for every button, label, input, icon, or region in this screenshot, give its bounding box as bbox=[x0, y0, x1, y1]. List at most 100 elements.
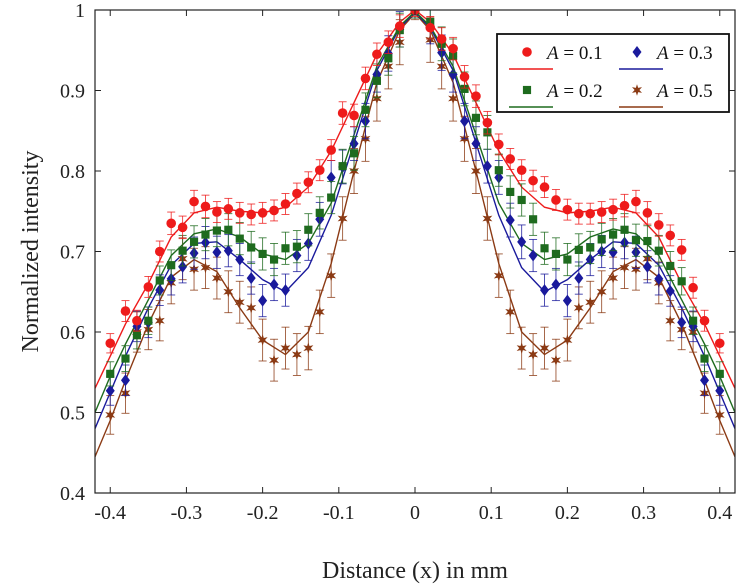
data-point bbox=[143, 282, 154, 292]
data-point bbox=[666, 261, 675, 271]
legend-entry-0-1: A = 0.1 bbox=[509, 43, 603, 70]
data-point bbox=[677, 277, 686, 286]
data-point bbox=[494, 166, 503, 175]
data-point bbox=[539, 182, 550, 192]
data-point bbox=[200, 201, 211, 212]
y-tick-label: 1 bbox=[75, 0, 85, 22]
data-point bbox=[178, 246, 187, 255]
axis-labels: Distance (x) in mm Normalized intensity bbox=[18, 151, 508, 584]
data-point bbox=[505, 154, 516, 164]
x-tick-label: 0.4 bbox=[707, 502, 732, 524]
data-point bbox=[105, 409, 116, 421]
data-point bbox=[517, 195, 526, 205]
data-point bbox=[200, 261, 211, 274]
data-point bbox=[586, 243, 595, 252]
data-point bbox=[470, 165, 481, 177]
data-point bbox=[314, 165, 325, 175]
data-point bbox=[189, 237, 199, 246]
data-point bbox=[528, 175, 538, 186]
data-point bbox=[448, 92, 459, 105]
data-point bbox=[246, 272, 256, 285]
data-point bbox=[585, 208, 596, 219]
data-point bbox=[482, 117, 493, 128]
data-point bbox=[642, 260, 652, 273]
data-point bbox=[246, 302, 257, 314]
data-point bbox=[505, 306, 516, 318]
data-point bbox=[677, 316, 687, 329]
data-point bbox=[201, 230, 210, 239]
data-point bbox=[212, 207, 222, 217]
data-point bbox=[528, 348, 539, 361]
data-point bbox=[688, 282, 698, 293]
x-tick-label: 0.3 bbox=[631, 502, 656, 524]
data-point bbox=[211, 272, 222, 284]
data-point bbox=[132, 315, 142, 326]
data-point bbox=[574, 272, 584, 285]
data-point bbox=[608, 246, 618, 259]
data-point bbox=[304, 225, 313, 234]
data-point bbox=[154, 246, 165, 257]
data-point bbox=[700, 374, 710, 387]
data-point bbox=[574, 208, 584, 219]
data-point bbox=[223, 244, 233, 257]
data-point bbox=[562, 334, 573, 346]
x-axis-title: Distance (x) in mm bbox=[322, 558, 508, 584]
data-point bbox=[482, 212, 493, 225]
data-point bbox=[562, 204, 573, 215]
legend-marker bbox=[522, 47, 532, 57]
data-point bbox=[448, 43, 458, 54]
data-point bbox=[269, 255, 279, 264]
data-point bbox=[234, 296, 245, 308]
data-point bbox=[291, 348, 302, 361]
data-point bbox=[654, 220, 664, 230]
legend-value: = 0.2 bbox=[559, 81, 603, 102]
legend-box bbox=[496, 33, 730, 113]
data-point bbox=[573, 302, 584, 314]
data-point bbox=[714, 409, 725, 421]
x-tick-label: 0.2 bbox=[555, 502, 580, 524]
data-point bbox=[676, 245, 687, 255]
data-point bbox=[585, 296, 596, 308]
data-point bbox=[654, 246, 663, 255]
data-point bbox=[608, 272, 619, 284]
data-point bbox=[280, 199, 291, 209]
legend-var: A bbox=[545, 81, 559, 102]
data-point bbox=[460, 115, 470, 128]
data-point bbox=[550, 354, 561, 366]
data-point bbox=[494, 139, 504, 150]
data-point bbox=[448, 68, 458, 81]
data-point bbox=[105, 384, 115, 397]
data-point bbox=[619, 200, 630, 211]
legend-label: A = 0.1 bbox=[545, 43, 603, 64]
legend-var: A bbox=[655, 81, 669, 102]
data-point bbox=[517, 235, 527, 248]
data-point bbox=[574, 245, 583, 254]
legend: A = 0.1 A = 0.3A = 0.2 A = 0.5 bbox=[496, 33, 730, 113]
data-point bbox=[280, 284, 290, 297]
data-point bbox=[619, 261, 630, 274]
data-point bbox=[471, 91, 481, 101]
data-point bbox=[106, 369, 115, 378]
data-point bbox=[715, 369, 724, 378]
data-point bbox=[516, 342, 527, 354]
legend-entry-0-5: A = 0.5 bbox=[619, 81, 713, 108]
legend-label: A = 0.3 bbox=[655, 43, 713, 64]
data-point bbox=[516, 165, 527, 175]
data-point bbox=[154, 314, 165, 327]
legend-value: = 0.3 bbox=[669, 43, 713, 64]
legend-value: = 0.5 bbox=[669, 81, 713, 102]
data-point bbox=[349, 149, 359, 158]
x-tick-label: -0.4 bbox=[94, 502, 126, 524]
data-point bbox=[642, 208, 653, 218]
data-point bbox=[235, 234, 244, 243]
data-point bbox=[223, 285, 234, 298]
data-point bbox=[212, 226, 221, 235]
data-point bbox=[269, 354, 280, 366]
data-point bbox=[269, 205, 279, 216]
legend-label: A = 0.2 bbox=[545, 81, 603, 102]
legend-entry-0-2: A = 0.2 bbox=[509, 81, 603, 108]
data-point bbox=[177, 222, 188, 233]
data-point bbox=[643, 236, 652, 246]
data-point bbox=[436, 34, 447, 44]
